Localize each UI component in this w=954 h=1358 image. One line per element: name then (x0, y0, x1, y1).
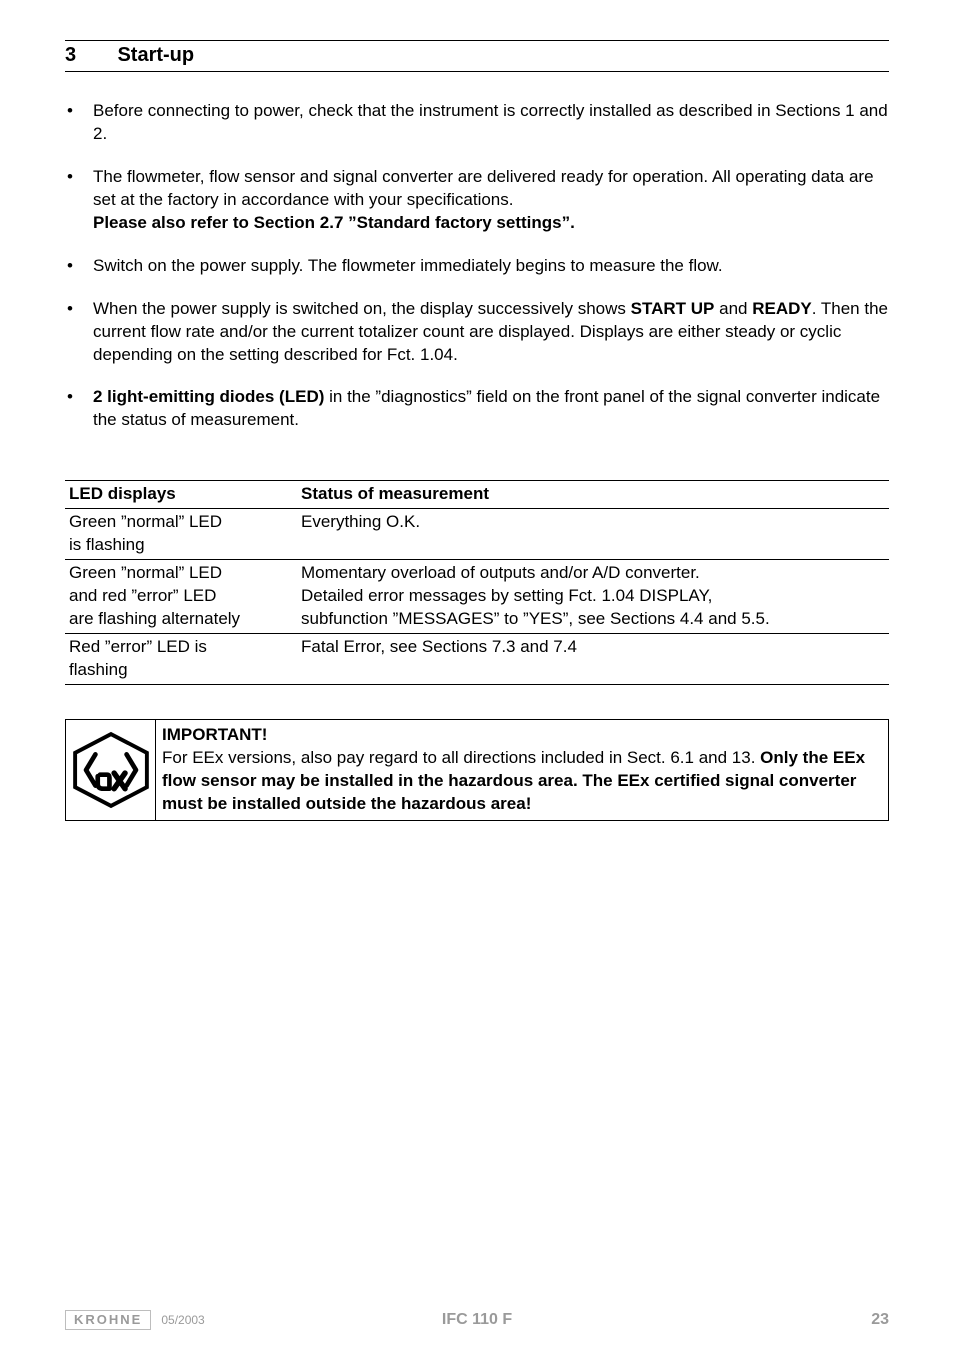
table-row: Green ”normal” LEDis flashingEverything … (65, 509, 889, 560)
important-text: IMPORTANT! For EEx versions, also pay re… (155, 719, 889, 821)
section-number: 3 (65, 44, 113, 67)
important-box: IMPORTANT! For EEx versions, also pay re… (65, 719, 889, 821)
led-table: LED displays Status of measurement Green… (65, 480, 889, 685)
section-title: Start-up (117, 44, 194, 66)
table-header-cell: Status of measurement (297, 481, 889, 509)
text-run: Please also refer to Section 2.7 ”Standa… (93, 213, 575, 232)
table-cell: Green ”normal” LEDand red ”error” LEDare… (65, 560, 297, 634)
important-heading: IMPORTANT! (162, 725, 267, 744)
table-cell: Everything O.K. (297, 509, 889, 560)
page: 3 Start-up Before connecting to power, c… (0, 0, 954, 1358)
text-run: READY (752, 299, 812, 318)
text-run: START UP (631, 299, 715, 318)
text-run: The flowmeter, flow sensor and signal co… (93, 167, 874, 209)
table-cell: Momentary overload of outputs and/or A/D… (297, 560, 889, 634)
bullet-list: Before connecting to power, check that t… (65, 100, 889, 452)
bullet-item: When the power supply is switched on, th… (65, 298, 889, 367)
ex-icon-cell (65, 719, 155, 821)
text-run: Before connecting to power, check that t… (93, 101, 888, 143)
bullet-item: 2 light-emitting diodes (LED) in the ”di… (65, 386, 889, 432)
footer-center: IFC 110 F (442, 1311, 512, 1329)
text-run: When the power supply is switched on, th… (93, 299, 631, 318)
ex-hazard-icon (72, 731, 150, 809)
text-run: 2 light-emitting diodes (LED) (93, 387, 324, 406)
footer-date: 05/2003 (161, 1313, 204, 1327)
table-header-row: LED displays Status of measurement (65, 481, 889, 509)
bullet-item: The flowmeter, flow sensor and signal co… (65, 166, 889, 235)
footer-left: KROHNE 05/2003 (65, 1310, 205, 1330)
table-row: Green ”normal” LEDand red ”error” LEDare… (65, 560, 889, 634)
table-cell: Red ”error” LED isflashing (65, 633, 297, 684)
footer-brand: KROHNE (65, 1310, 151, 1330)
text-run: For EEx versions, also pay regard to all… (162, 748, 760, 767)
table-header-cell: LED displays (65, 481, 297, 509)
text-run: Switch on the power supply. The flowmete… (93, 256, 723, 275)
table-cell: Green ”normal” LEDis flashing (65, 509, 297, 560)
bullet-item: Switch on the power supply. The flowmete… (65, 255, 889, 278)
table-row: Red ”error” LED isflashingFatal Error, s… (65, 633, 889, 684)
text-run: and (714, 299, 752, 318)
table-cell: Fatal Error, see Sections 7.3 and 7.4 (297, 633, 889, 684)
important-body: For EEx versions, also pay regard to all… (162, 748, 865, 813)
bullet-item: Before connecting to power, check that t… (65, 100, 889, 146)
section-heading: 3 Start-up (65, 40, 889, 72)
page-footer: KROHNE 05/2003 IFC 110 F 23 (65, 1310, 889, 1330)
footer-page-number: 23 (871, 1311, 889, 1329)
